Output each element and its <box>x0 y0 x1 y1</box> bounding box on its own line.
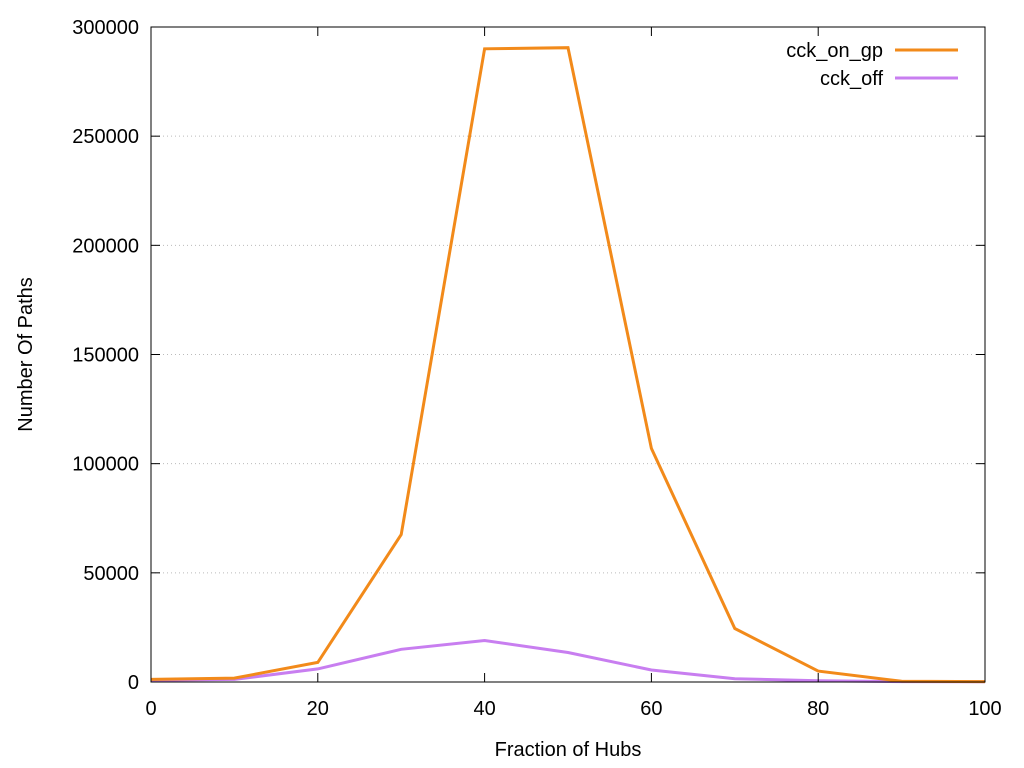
y-tick-label: 300000 <box>72 17 139 39</box>
grid-lines <box>151 135 985 574</box>
x-tick-label: 80 <box>807 698 829 720</box>
y-tick-label: 50000 <box>83 563 139 585</box>
series-lines <box>150 46 986 684</box>
x-tick-label: 20 <box>307 698 329 720</box>
series-line-cck_on_gp <box>150 46 986 684</box>
y-axis-title: Number Of Paths <box>15 277 37 432</box>
y-tick-label: 0 <box>128 672 139 694</box>
series-line-cck_off <box>150 638 986 684</box>
x-axis-title: Fraction of Hubs <box>495 739 642 761</box>
axis-ticks: 0 50000 100000 150000 200000 250000 300000 0 20 4… <box>72 17 1001 720</box>
x-tick-label: 0 <box>145 698 156 720</box>
x-tick-label: 40 <box>473 698 495 720</box>
y-tick-label: 150000 <box>72 345 139 367</box>
x-tick-label: 100 <box>968 698 1001 720</box>
y-tick-label: 200000 <box>72 235 139 257</box>
y-tick-label: 250000 <box>72 126 139 148</box>
legend-label: cck_on_gp <box>786 40 883 62</box>
y-tick-label: 100000 <box>72 454 139 476</box>
x-tick-label: 60 <box>640 698 662 720</box>
legend-label: cck_off <box>820 68 883 90</box>
legend: cck_on_gp cck_off <box>786 40 958 90</box>
